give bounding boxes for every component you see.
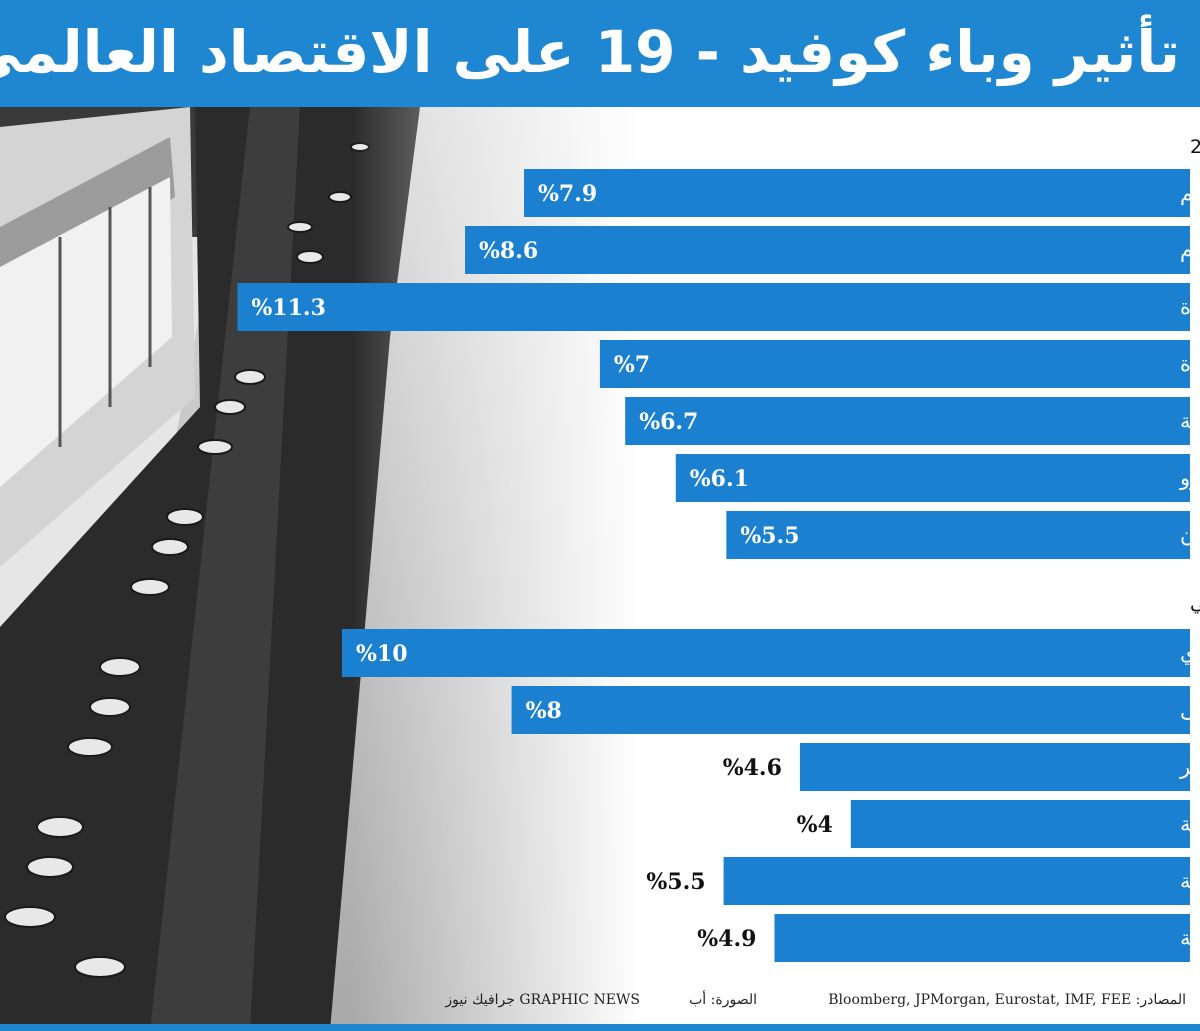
bar-category-label: 1980 - 1982: الصدمة النفطية (1180, 869, 1200, 893)
bar-value-label: %6.1 (690, 466, 749, 492)
bar (342, 629, 1190, 677)
bar-category-label: الولايات المتحدة (1180, 295, 1200, 319)
footer-photo-credit: الصورة: أب (689, 992, 757, 1008)
header-bar: تأثير وباء كوفيد - 19 على الاقتصاد العال… (0, 0, 1200, 107)
bar-value-label: %4.6 (723, 755, 782, 781)
bar-category-label: 2009: الأزمة المالية (1180, 925, 1200, 950)
bar-value-label: %8 (526, 698, 562, 724)
footer: المصادر: Bloomberg, JPMorgan, Eurostat, … (0, 985, 1200, 1031)
bar-value-label: %5.5 (646, 869, 705, 895)
bar-value-label: %11.3 (251, 295, 326, 321)
bar-category-label: الاقتصادات الناشئة (1180, 409, 1200, 433)
chart-cumulative-losses: خسائر تراكمية بنهاية عام 2021 العالم %7.9 ا… (237, 136, 1200, 559)
page-title: تأثير وباء كوفيد - 19 على الاقتصاد العال… (0, 18, 1180, 86)
bar (774, 914, 1190, 962)
bar (599, 340, 1190, 388)
bottom-rule (0, 1024, 1200, 1031)
bar-category-label: المملكة المتحدة (1180, 352, 1200, 376)
bar-value-label: %4.9 (697, 926, 756, 952)
footer-agency-credit: GRAPHIC NEWS جرافيك نيوز (445, 992, 640, 1008)
bar (723, 857, 1190, 905)
bar (511, 686, 1191, 734)
bar (237, 283, 1190, 331)
bar-category-label: العالم (1180, 181, 1200, 206)
bar-value-label: %7.9 (538, 181, 597, 207)
bar (850, 800, 1190, 848)
bar-category-label: العالم المتقدم (1180, 238, 1200, 263)
bar (726, 511, 1190, 559)
bar-category-label: 1931: الكساد الكبير (1179, 755, 1200, 779)
bar-category-label: اليابان (1180, 523, 1200, 547)
gdp-loss-chart: خسائر تراكمية بنهاية عام 2021 العالم %7.9 ا… (237, 136, 1200, 962)
bar-value-label: %6.7 (639, 409, 698, 435)
bar-value-label: %8.6 (479, 238, 538, 264)
bar-category-label: 1919: ركود ما بعد الحرب العالمية الأولى (1180, 697, 1200, 722)
footer-sources: المصادر: Bloomberg, JPMorgan, Eurostat, … (828, 992, 1186, 1008)
bar (524, 169, 1190, 217)
bar (675, 454, 1190, 502)
bar-value-label: %4 (797, 812, 833, 838)
bar-category-label: منطقة اليورو (1179, 466, 1200, 490)
bar (799, 743, 1190, 791)
bar-value-label: %7 (614, 352, 650, 378)
chart-title: خسائر تراكمية بنهاية عام 2021 (1190, 136, 1200, 158)
bar-category-label: 1974 - 1975: الصدمة النفطية (1180, 812, 1200, 836)
chart-previous-declines: أكبر انخفاضات سابقة في إجمالي الناتج الم… (342, 590, 1200, 962)
bar-category-label: 1920 - 1921: الانهيار الاقتصادي (1180, 641, 1200, 665)
bar (465, 226, 1190, 274)
bar (625, 397, 1190, 445)
breadline-photo (0, 107, 640, 1031)
chart-title: أكبر انخفاضات سابقة في إجمالي الناتج الم… (1190, 590, 1200, 615)
bar-value-label: %5.5 (740, 523, 799, 549)
bar-value-label: %10 (356, 641, 408, 667)
